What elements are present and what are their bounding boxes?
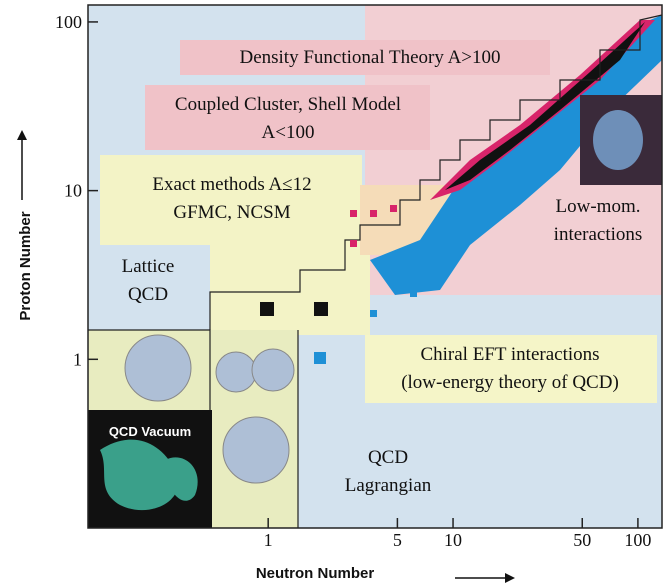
- nebula-glow: [593, 110, 643, 170]
- x-tick-label: 10: [444, 530, 462, 550]
- y-tick-label: 10: [64, 181, 82, 201]
- x-tick-label: 5: [393, 530, 402, 550]
- lattice-images: [124, 334, 295, 484]
- region-label: Lagrangian: [345, 475, 432, 496]
- nucleus-square: [314, 352, 326, 364]
- nuclide-band: [370, 15, 662, 295]
- nucleus-square: [260, 302, 274, 316]
- region-label: GFMC, NCSM: [173, 202, 290, 223]
- nucleus-dots: [350, 205, 397, 247]
- y-axis-label: Proton Number: [17, 211, 34, 320]
- chiral-box: [365, 335, 657, 403]
- y-arrow-head: [17, 130, 27, 140]
- x-arrow-head: [505, 573, 515, 583]
- y-tick-label: 100: [55, 12, 82, 32]
- region-label: A<100: [262, 122, 315, 143]
- plot-frame: [87, 4, 663, 529]
- exact-region: [100, 155, 362, 245]
- x-tick-label: 100: [624, 530, 651, 550]
- cc-box: [145, 85, 430, 150]
- dft-box: [180, 40, 550, 75]
- region-label: Coupled Cluster, Shell Model: [175, 94, 401, 115]
- vacuum-blob: [100, 439, 179, 511]
- x-axis-label: Neutron Number: [256, 565, 375, 582]
- region-label: (low-energy theory of QCD): [401, 372, 619, 393]
- nucleus-square: [314, 302, 328, 316]
- region-label: Exact methods A≤12: [152, 174, 311, 195]
- region-label: QCD Vacuum: [109, 424, 191, 439]
- region-label: Chiral EFT interactions: [420, 344, 599, 365]
- region-label: QCD: [368, 447, 408, 468]
- region-label: QCD: [128, 284, 168, 305]
- x-tick-label: 1: [264, 530, 273, 550]
- y-tick-label: 1: [73, 349, 82, 369]
- region-label: Lattice: [122, 256, 175, 277]
- dripline-outline: [209, 14, 663, 330]
- nuclide-band-stable: [445, 22, 645, 190]
- region-label: Low-mom.: [556, 196, 641, 217]
- exact-region-2: [210, 245, 370, 335]
- nucleus-dots: [370, 260, 427, 317]
- region-label: interactions: [554, 224, 643, 245]
- region-label: Density Functional Theory A>100: [239, 47, 500, 68]
- vacuum-blob: [165, 457, 198, 501]
- x-tick-label: 50: [573, 530, 591, 550]
